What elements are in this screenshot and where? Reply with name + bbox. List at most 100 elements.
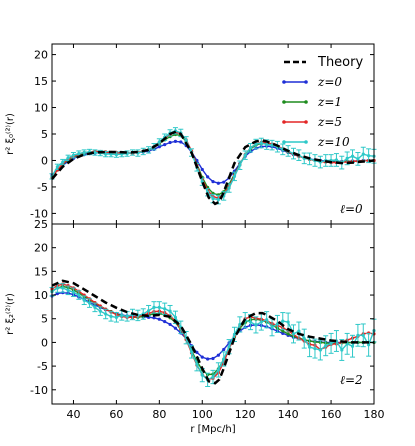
data-point-z-10-top (71, 153, 76, 157)
data-point-z-10-top (243, 153, 247, 157)
data-point-z-10-bottom (286, 320, 290, 324)
data-point-z-0-bottom (206, 357, 210, 361)
data-point-z-0-bottom (195, 350, 199, 354)
data-point-z-10-top (345, 156, 349, 160)
data-point-z-10-bottom (173, 315, 178, 319)
data-point-z-10-top (361, 152, 365, 156)
legend-label-z-0: z=0 (317, 75, 342, 89)
y-tick-label-bottom: -10 (30, 384, 48, 397)
data-point-z-10-top (232, 174, 237, 178)
data-point-z-10-bottom (297, 329, 301, 333)
legend-marker-z-1 (282, 100, 286, 104)
data-point-z-10-bottom (302, 337, 306, 341)
data-point-z-0-top (173, 139, 178, 144)
data-point-z-10-top (82, 150, 86, 155)
data-point-z-10-top (356, 157, 360, 161)
data-point-z-10-bottom (77, 293, 81, 297)
legend-marker-z-1 (304, 100, 308, 104)
data-point-z-10-top (216, 198, 220, 202)
data-point-z-10-bottom (114, 315, 118, 319)
y-tick-label-bottom: 0 (41, 336, 48, 349)
data-point-z-10-bottom (157, 305, 161, 309)
y-tick-label-top: -10 (30, 207, 48, 220)
legend-label-z-10: z=10 (317, 135, 350, 149)
annotation-ell2: ℓ=2 (340, 373, 363, 387)
data-point-z-10-bottom (211, 375, 215, 379)
plot-area-bottom (49, 279, 377, 387)
data-point-z-10-top (66, 156, 70, 160)
data-point-z-10-top (265, 142, 269, 147)
x-axis-ticks-bottom: 40 60 80 100 120 140 160 180 (66, 224, 385, 421)
data-point-z-10-top (254, 142, 258, 146)
data-point-z-10-top (104, 152, 108, 156)
data-point-z-10-bottom (232, 332, 237, 336)
data-point-z-10-bottom (324, 344, 328, 348)
data-point-z-10-bottom (125, 314, 129, 318)
data-point-z-0-top (222, 180, 226, 184)
data-point-z-10-bottom (87, 301, 92, 305)
x-axis-label: r [Mpc/h] (190, 424, 235, 435)
y-tick-label-top: 15 (34, 75, 48, 88)
data-point-z-10-top (248, 146, 253, 150)
data-point-z-1-bottom (286, 332, 290, 336)
legend-marker-z-5 (282, 120, 286, 124)
data-point-z-10-top (157, 140, 161, 144)
data-point-z-10-bottom (163, 307, 167, 311)
x-tick-label: 120 (235, 408, 256, 421)
data-point-z-10-top (334, 158, 339, 162)
data-point-z-10-top (227, 186, 231, 190)
legend-marker-z-5 (304, 120, 308, 124)
data-point-z-10-bottom (308, 345, 312, 349)
data-point-z-0-bottom (281, 331, 285, 336)
data-point-z-10-bottom (98, 309, 102, 313)
data-point-z-10-bottom (291, 332, 296, 336)
data-point-z-0-top (211, 180, 215, 184)
y-tick-label-bottom: 10 (34, 289, 48, 302)
data-point-z-0-bottom (157, 317, 161, 321)
y-tick-label-bottom: -5 (37, 360, 48, 373)
data-point-z-0-top (206, 175, 210, 179)
data-point-z-0-top (179, 140, 183, 144)
legend-label-z-5: z=5 (317, 115, 342, 129)
panel-top: -10 -5 0 5 10 15 20 r² ξ₀⁽²⁾(r) ℓ=0 Theory z=0 z… (5, 43, 377, 225)
data-point-z-10-top (184, 138, 188, 142)
data-point-z-10-top (211, 196, 215, 201)
data-point-z-10-bottom (61, 286, 65, 290)
y-tick-label-bottom: 20 (34, 242, 48, 255)
data-point-z-10-bottom (329, 341, 333, 345)
data-point-z-10-bottom (313, 346, 317, 351)
data-point-z-10-bottom (318, 348, 322, 352)
data-point-z-10-bottom (120, 313, 124, 318)
x-tick-label: 180 (364, 408, 385, 421)
data-point-z-10-top (114, 153, 118, 157)
data-point-z-0-bottom (200, 355, 204, 359)
data-point-z-0-top (157, 145, 161, 149)
data-point-z-10-bottom (227, 345, 231, 349)
data-point-z-10-bottom (248, 320, 253, 324)
data-point-z-0-bottom (168, 322, 172, 327)
plot-area-top (49, 127, 377, 206)
legend-marker-z-0 (282, 80, 286, 84)
series-line-theory-bottom (51, 279, 374, 385)
data-point-z-0-bottom (152, 316, 156, 320)
y-axis-label-bottom: r² ξ₂⁽²⁾(r) (5, 293, 16, 335)
data-point-z-0-bottom (173, 326, 178, 330)
data-point-z-10-top (238, 163, 242, 167)
data-point-z-10-bottom (195, 362, 199, 366)
y-tick-label-bottom: 15 (34, 265, 48, 278)
legend-marker-z-10 (282, 140, 286, 144)
data-point-z-10-top (259, 141, 263, 145)
panel-bottom: -10 -5 0 5 10 15 20 25 40 60 80 100 120 140 160 180 r²… (5, 218, 385, 435)
data-point-z-10-bottom (71, 290, 76, 294)
legend-marker-z-10 (304, 140, 308, 144)
y-tick-label-top: 20 (34, 49, 48, 62)
data-point-z-10-bottom (340, 348, 344, 352)
data-point-z-10-bottom (147, 309, 151, 313)
data-point-z-10-bottom (254, 323, 258, 327)
data-point-z-10-bottom (82, 298, 86, 302)
x-tick-label: 40 (66, 408, 80, 421)
series-line-theory-top (51, 130, 375, 206)
data-point-z-10-bottom (189, 350, 194, 354)
y-tick-label-bottom: 5 (41, 313, 48, 326)
data-point-z-10-bottom (93, 305, 97, 309)
